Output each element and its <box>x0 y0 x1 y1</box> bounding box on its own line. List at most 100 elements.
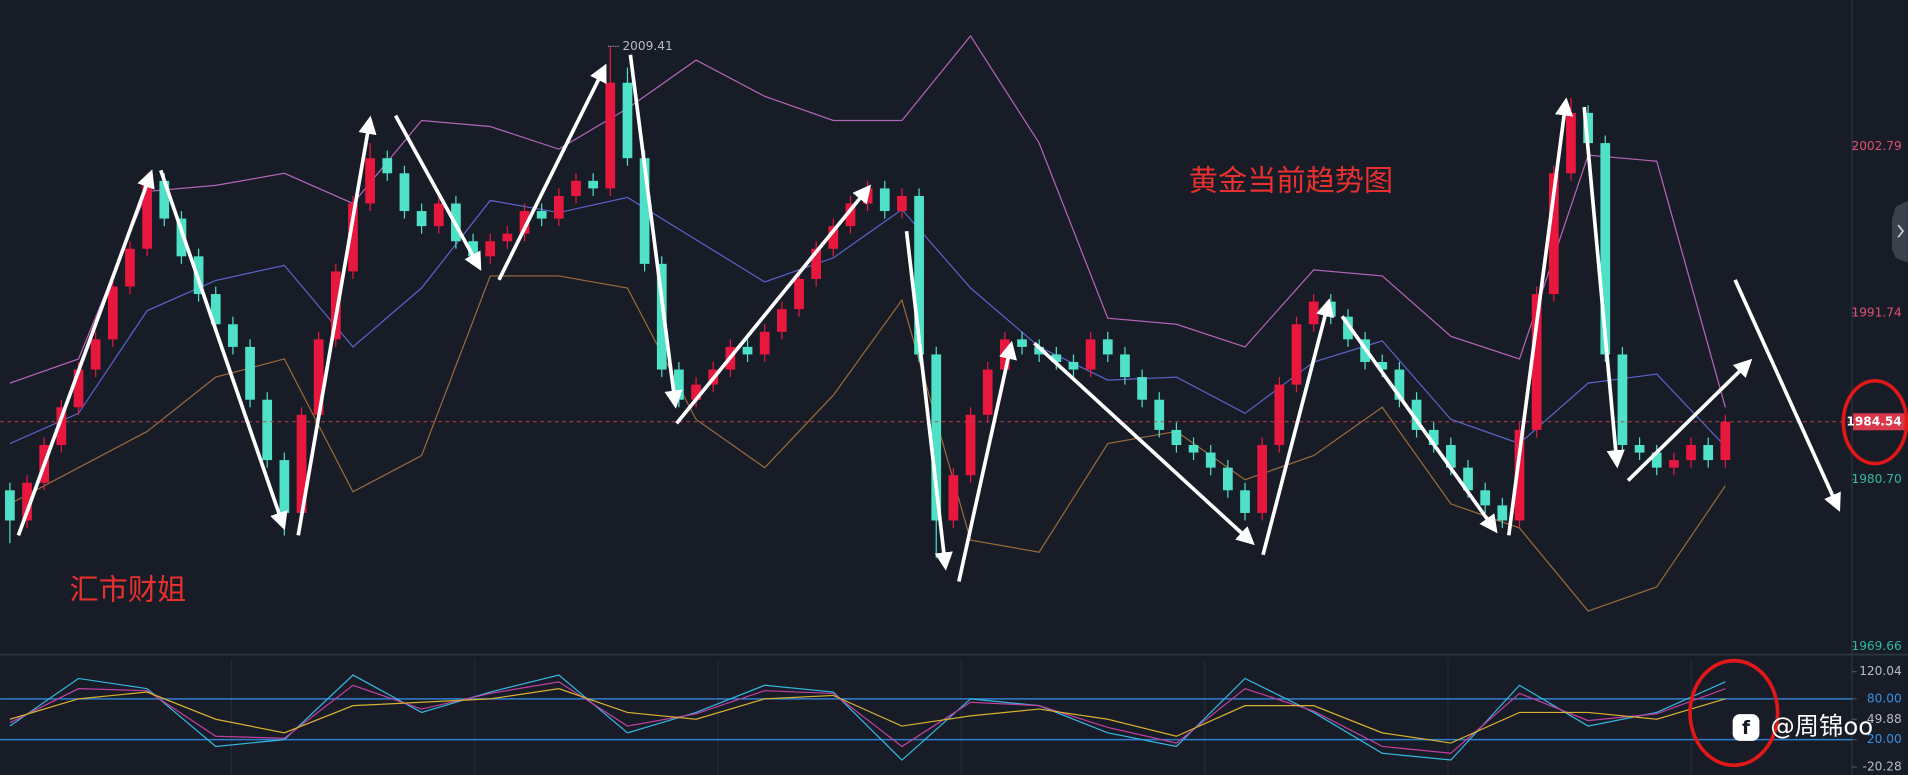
candle-body <box>1394 369 1405 400</box>
candle-body <box>125 248 135 287</box>
arrow <box>16 169 155 536</box>
arrow <box>1340 315 1498 534</box>
candle-body <box>1703 445 1714 461</box>
oscillator-panel: 120.04 80.00 49.88 20.00 -20.28 <box>0 659 1902 775</box>
candle-body <box>1720 421 1731 461</box>
highlight-circle <box>1841 378 1908 466</box>
candle-body <box>1068 361 1079 370</box>
y-tick-label: 1991.74 <box>1851 306 1902 320</box>
candle-body <box>348 203 358 272</box>
candle-body <box>1034 346 1045 355</box>
candle-body <box>811 248 822 279</box>
candle-body <box>245 346 255 400</box>
arrow <box>296 115 377 536</box>
candle-body <box>1171 429 1182 446</box>
candle-body <box>1308 301 1319 325</box>
candle-body <box>1240 490 1250 513</box>
candle-body <box>1274 384 1285 446</box>
last-price-box <box>1853 413 1906 431</box>
candle-body <box>1154 399 1165 430</box>
osc-line <box>9 681 1726 754</box>
candle-body <box>982 369 993 415</box>
price-axis: 1984.54 2002.79 1991.74 1980.70 1969.66 <box>0 139 1906 653</box>
arrow <box>1733 279 1841 512</box>
candle-body <box>56 407 67 446</box>
bollinger-band <box>9 275 1726 612</box>
candle-body <box>1480 490 1491 506</box>
watermark-icon-glyph: f <box>1742 718 1751 739</box>
candle-body <box>948 475 959 521</box>
candle-body <box>468 241 478 257</box>
candle-body <box>588 180 599 189</box>
y-tick-label: 1980.70 <box>1851 472 1901 486</box>
candle-body <box>1377 361 1388 370</box>
candle-body <box>622 82 633 159</box>
trend-arrows <box>16 54 1841 582</box>
last-price-label: 1984.54 <box>1846 414 1901 428</box>
arrow <box>675 184 872 425</box>
candle-body <box>1343 316 1353 340</box>
side-tab[interactable] <box>1892 200 1908 263</box>
arrow <box>1033 341 1255 546</box>
bollinger-band <box>9 34 1726 408</box>
candle-body <box>279 460 290 513</box>
candle-body <box>382 158 393 174</box>
candle-body <box>1669 460 1679 468</box>
watermark: @周锦oo <box>1770 712 1873 741</box>
arrow <box>1626 358 1753 482</box>
highlight-circle <box>1688 658 1780 768</box>
arrow <box>159 169 288 531</box>
candle-body <box>897 195 907 212</box>
candle-body <box>879 188 890 212</box>
candle-body <box>1120 354 1130 378</box>
candle-body <box>742 346 753 355</box>
candle-body <box>1102 339 1113 355</box>
candle-body <box>502 233 513 242</box>
candle-body <box>1600 143 1611 355</box>
candle-body <box>399 173 410 212</box>
candle-body <box>1051 354 1062 362</box>
candle-body <box>1188 445 1199 453</box>
candle-body <box>1222 467 1233 491</box>
candle-body <box>519 211 530 234</box>
candle-body <box>914 195 924 355</box>
arrow <box>1261 298 1334 556</box>
candle-body <box>365 158 376 204</box>
candle-body <box>485 241 496 257</box>
candle-body <box>22 482 32 521</box>
candle-body <box>1617 354 1628 446</box>
candle-body <box>73 369 84 408</box>
candle-body <box>107 286 118 340</box>
candle-body <box>1411 399 1422 430</box>
candle-body <box>262 399 273 461</box>
candle-body <box>1446 445 1456 468</box>
arrow <box>1582 106 1625 469</box>
y-tick-label: 1969.66 <box>1851 639 1901 653</box>
candle-body <box>210 294 221 325</box>
osc-tick-label: 49.88 <box>1867 712 1902 726</box>
osc-tick-label: 80.00 <box>1867 691 1902 705</box>
candle-body <box>1463 467 1473 491</box>
candle-body <box>1497 505 1508 521</box>
candle-body <box>776 309 787 332</box>
candle-body <box>674 369 684 400</box>
candle-body <box>296 414 307 513</box>
candle-body <box>228 324 238 347</box>
candle-body <box>1205 452 1216 468</box>
watermark-icon <box>1732 714 1760 741</box>
arrow <box>957 340 1017 582</box>
candle-body <box>1291 324 1302 385</box>
candle-body <box>1017 339 1027 347</box>
candle-body <box>931 354 942 521</box>
side-tab-icon[interactable] <box>1897 224 1905 238</box>
candle-body <box>794 278 804 310</box>
candle-body <box>416 211 427 227</box>
y-tick-label: 2002.79 <box>1851 139 1901 153</box>
arrow <box>393 114 482 271</box>
candles: 2009.41 <box>5 39 1731 559</box>
candle-body <box>1686 445 1696 461</box>
annotation: 汇市财姐 <box>70 572 187 606</box>
arrow <box>628 54 683 409</box>
candle-body <box>1085 339 1096 370</box>
